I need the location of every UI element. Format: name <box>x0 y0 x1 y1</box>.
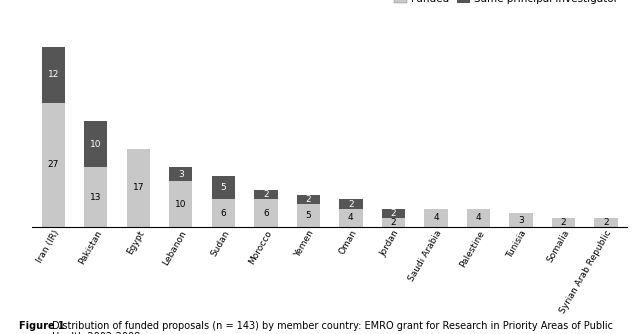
Bar <box>595 218 618 227</box>
Bar <box>552 218 575 227</box>
Bar <box>42 47 65 103</box>
Bar <box>509 213 532 227</box>
Text: 2: 2 <box>603 218 609 227</box>
Text: 3: 3 <box>518 216 524 225</box>
Text: Figure 1: Figure 1 <box>19 321 68 331</box>
Text: 3: 3 <box>178 170 184 179</box>
Legend: Funded, Same principal investigator: Funded, Same principal investigator <box>390 0 622 8</box>
Bar <box>42 103 65 227</box>
Bar <box>467 209 490 227</box>
Text: 4: 4 <box>348 213 354 222</box>
Text: 10: 10 <box>90 140 102 149</box>
Text: 17: 17 <box>132 183 144 192</box>
Text: 27: 27 <box>47 160 59 169</box>
Bar <box>297 195 320 204</box>
Bar <box>381 209 405 218</box>
Bar <box>424 209 447 227</box>
Text: 4: 4 <box>476 213 481 222</box>
Bar <box>169 181 193 227</box>
Text: 6: 6 <box>263 209 269 218</box>
Bar <box>169 167 193 181</box>
Bar <box>127 149 150 227</box>
Text: 13: 13 <box>90 193 102 202</box>
Bar <box>254 190 278 199</box>
Text: 12: 12 <box>47 70 59 79</box>
Text: 5: 5 <box>220 183 226 192</box>
Text: 5: 5 <box>305 211 311 220</box>
Text: 4: 4 <box>433 213 438 222</box>
Bar <box>84 167 108 227</box>
Bar <box>212 176 235 199</box>
Text: Distribution of funded proposals (n = 143) by member country: EMRO grant for Res: Distribution of funded proposals (n = 14… <box>52 321 614 334</box>
Text: 2: 2 <box>390 218 396 227</box>
Text: 2: 2 <box>348 199 354 208</box>
Text: 2: 2 <box>305 195 311 204</box>
Text: 2: 2 <box>263 190 269 199</box>
Text: 2: 2 <box>390 209 396 218</box>
Bar <box>297 204 320 227</box>
Bar <box>339 199 362 209</box>
Bar <box>381 218 405 227</box>
Text: 10: 10 <box>175 199 186 208</box>
Text: 6: 6 <box>220 209 226 218</box>
Bar <box>84 121 108 167</box>
Text: 2: 2 <box>561 218 566 227</box>
Bar <box>254 199 278 227</box>
Bar <box>339 209 362 227</box>
Bar <box>212 199 235 227</box>
